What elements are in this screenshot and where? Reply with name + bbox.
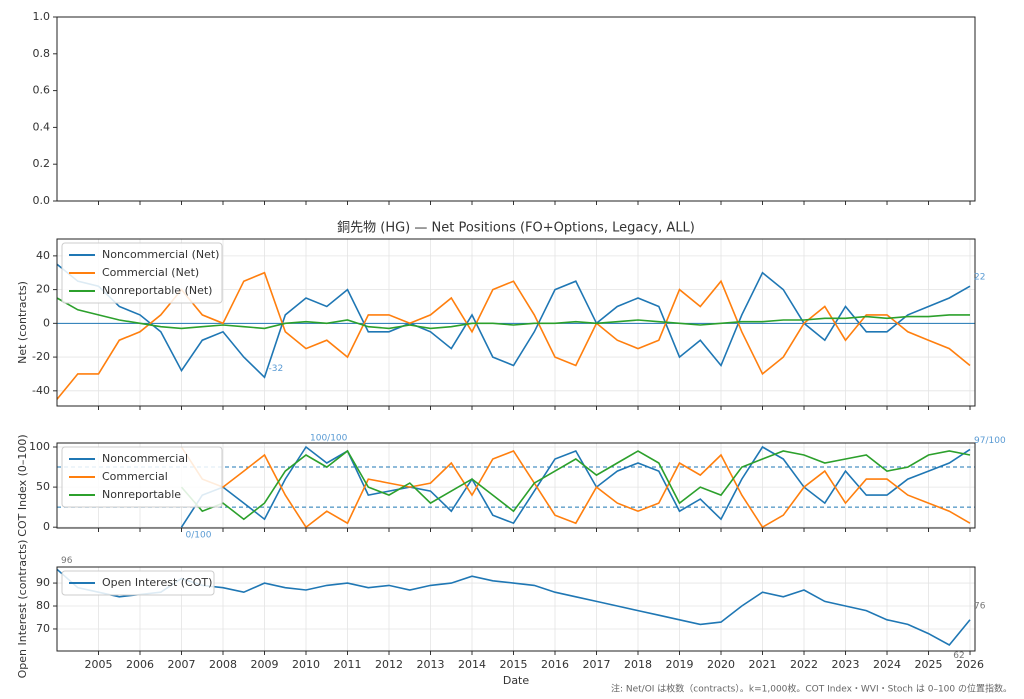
series-line (180, 449, 971, 521)
y-tick-label: 50 (36, 480, 50, 493)
x-tick-label: 2006 (126, 658, 154, 671)
y-axis-label: Net (contracts) (16, 281, 29, 364)
x-tick-label: 2026 (956, 658, 984, 671)
x-tick-label: 2013 (417, 658, 445, 671)
series-line (56, 271, 971, 400)
y-tick-label: 0 (43, 316, 50, 329)
y-axis-label: COT Index (0–100) (16, 434, 29, 536)
y-axis-label: Open Interest (contracts) (16, 540, 29, 679)
plot-frame (56, 442, 976, 529)
legend-box (61, 446, 223, 508)
annotation: 0/100 (186, 531, 212, 541)
y-tick-label: 0.6 (33, 84, 51, 97)
x-tick-label: 2019 (666, 658, 694, 671)
y-tick-label: 0.0 (33, 194, 51, 207)
y-tick-label: 0 (43, 520, 50, 533)
annotation: 100/100 (310, 434, 348, 444)
legend-label: Nonreportable (102, 488, 181, 501)
legend-box (61, 242, 223, 304)
y-tick-label: 80 (36, 599, 50, 612)
y-tick-label: 70 (36, 622, 50, 635)
x-tick-label: 2022 (790, 658, 818, 671)
plot-frame (56, 566, 976, 652)
annotation: 22 (974, 273, 985, 283)
legend-label: Commercial (Net) (102, 266, 199, 279)
x-tick-label: 2015 (500, 658, 528, 671)
y-tick-label: 40 (36, 249, 50, 262)
x-tick-label: 2017 (583, 658, 611, 671)
x-tick-label: 2011 (334, 658, 362, 671)
y-tick-label: 0.4 (33, 120, 51, 133)
x-tick-label: 2005 (85, 658, 113, 671)
plot-frame (56, 238, 976, 407)
y-tick-label: 0.2 (33, 157, 51, 170)
chart-title: 銅先物 (HG) — Net Positions (FO+Options, Le… (337, 221, 695, 236)
x-axis-label: Date (503, 674, 530, 687)
plot-frame (56, 16, 976, 202)
x-tick-label: 2012 (375, 658, 403, 671)
legend-label: Nonreportable (Net) (102, 284, 212, 297)
x-tick-label: 2025 (915, 658, 943, 671)
x-tick-label: 2008 (209, 658, 237, 671)
x-tick-label: 2023 (832, 658, 860, 671)
y-tick-label: 90 (36, 576, 50, 589)
annotation: 76 (974, 602, 986, 612)
x-tick-label: 2021 (749, 658, 777, 671)
legend-label: Noncommercial (102, 452, 188, 465)
x-tick-label: 2009 (251, 658, 279, 671)
annotation: 97/100 (974, 436, 1006, 446)
annotation: -32 (269, 364, 284, 374)
series-line (180, 445, 971, 528)
x-tick-label: 2010 (292, 658, 320, 671)
legend-label: Commercial (102, 470, 168, 483)
legend-label: Open Interest (COT) (102, 576, 212, 589)
y-tick-label: 0.8 (33, 47, 51, 60)
series-line (56, 263, 971, 379)
x-tick-label: 2020 (707, 658, 735, 671)
x-tick-label: 2014 (458, 658, 486, 671)
annotation: 62 (953, 651, 964, 661)
footnote: 注: Net/OI は枚数（contracts）。k=1,000枚。COT In… (611, 683, 1012, 695)
y-tick-label: 20 (36, 283, 50, 296)
y-tick-label: 1.0 (33, 10, 51, 23)
y-tick-label: 100 (29, 440, 50, 453)
y-tick-label: -20 (32, 350, 50, 363)
series-line (56, 297, 970, 330)
legend-box (61, 570, 215, 596)
x-tick-label: 2018 (624, 658, 652, 671)
x-tick-label: 2016 (541, 658, 569, 671)
series-line (180, 446, 971, 529)
x-tick-label: 2024 (873, 658, 901, 671)
annotation: 96 (61, 556, 73, 566)
y-tick-label: -40 (32, 384, 50, 397)
legend-label: Noncommercial (Net) (102, 248, 219, 261)
x-tick-label: 2007 (168, 658, 196, 671)
